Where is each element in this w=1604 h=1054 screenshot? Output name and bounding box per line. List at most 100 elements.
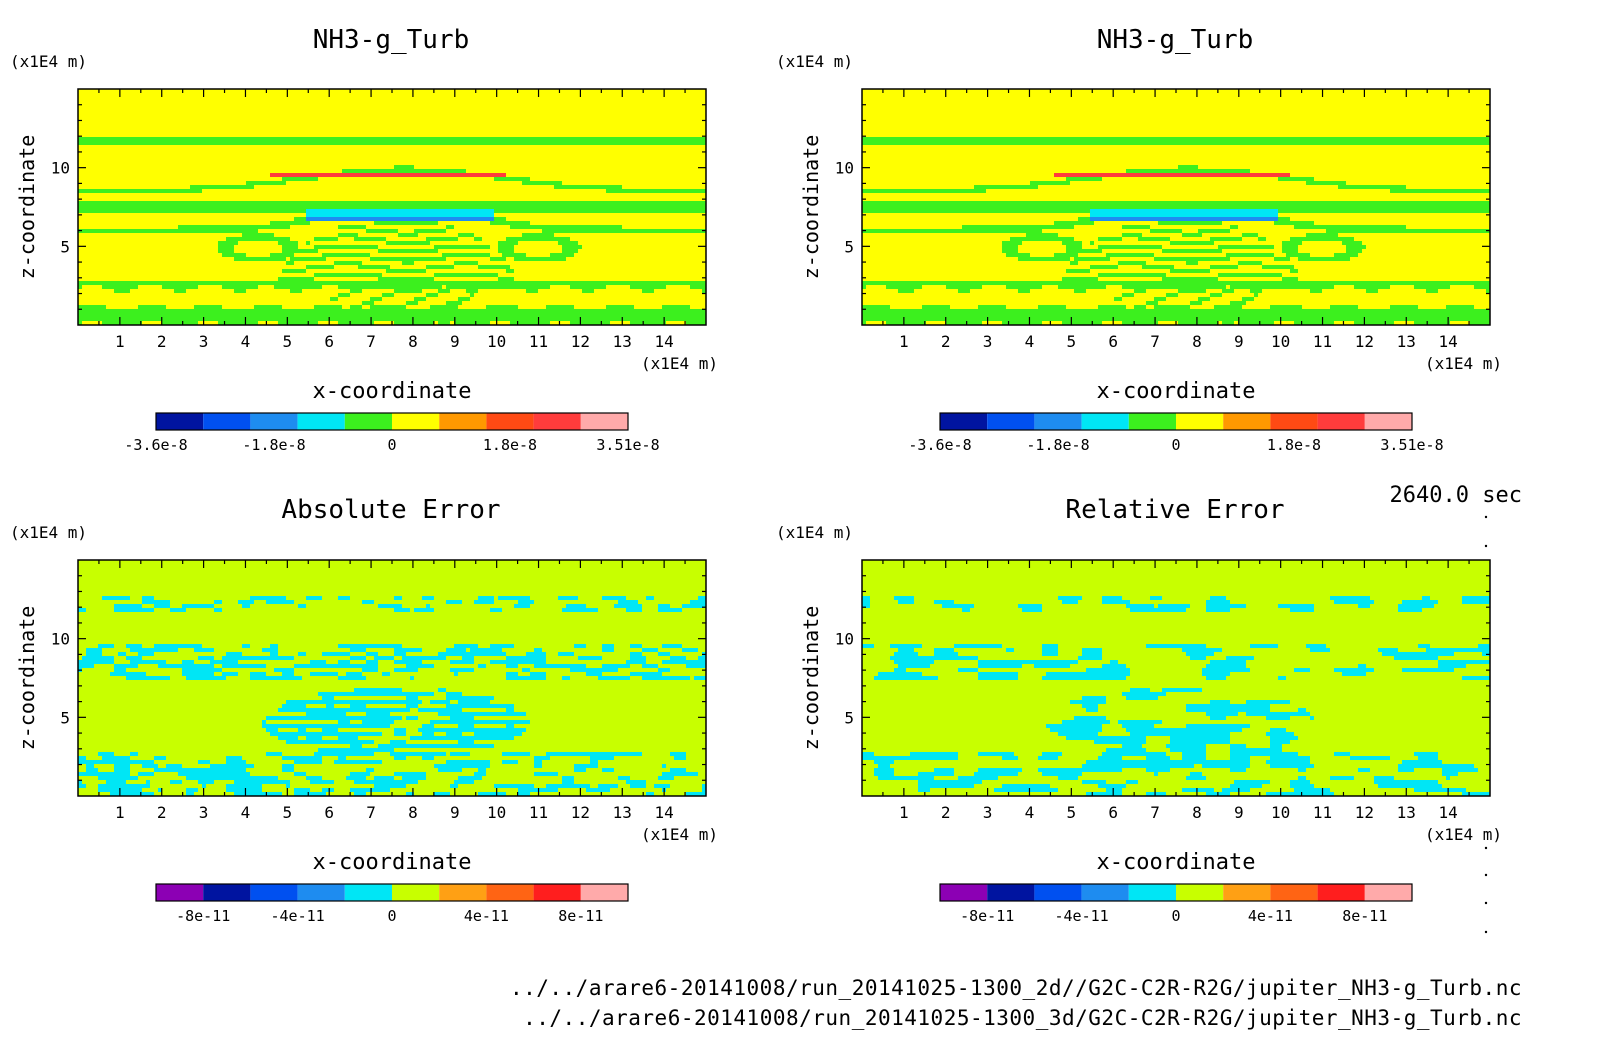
heatmap-cell [1086, 760, 1250, 764]
colorbar-tick-label: 8e-11 [558, 907, 603, 925]
heatmap-cell [506, 664, 518, 668]
x-tick-label: 1 [899, 332, 909, 351]
heatmap-cell [862, 600, 870, 604]
heatmap-cell [490, 644, 514, 648]
heatmap-cell [562, 608, 598, 612]
heatmap-cell [1130, 688, 1150, 692]
x-tick-label: 2 [157, 803, 167, 822]
heatmap-cell [438, 688, 446, 692]
heatmap-cell [1022, 608, 1042, 612]
heatmap-cell [306, 217, 494, 221]
heatmap-cell [1162, 688, 1202, 692]
chart-title: NH3-g_Turb [1097, 25, 1254, 55]
heatmap-cell [314, 237, 338, 241]
heatmap-cell [546, 784, 590, 788]
colorbar-swatch [1128, 884, 1176, 901]
heatmap-cell [1082, 696, 1106, 700]
heatmap-cell [350, 305, 362, 309]
heatmap-cell [382, 293, 394, 297]
heatmap-cell [1170, 748, 1206, 752]
heatmap-cell [1086, 708, 1098, 712]
heatmap-cell [1182, 752, 1206, 756]
heatmap-cell [342, 169, 466, 173]
heatmap-cell [366, 712, 390, 716]
heatmap-cell [226, 760, 246, 764]
heatmap-cell [298, 604, 306, 608]
heatmap-cell [398, 233, 418, 237]
heatmap-cell [1330, 305, 1358, 309]
heatmap-cell [370, 257, 446, 261]
heatmap-cell [142, 596, 154, 600]
heatmap-cell [354, 237, 386, 241]
heatmap-cell [1090, 209, 1278, 213]
heatmap-cell [282, 177, 318, 181]
heatmap-cell [78, 137, 706, 141]
heatmap-cell [602, 596, 626, 600]
heatmap-cell [1398, 768, 1414, 772]
heatmap-cell [1118, 720, 1162, 724]
heatmap-cell [86, 652, 102, 656]
heatmap-cell [338, 644, 402, 648]
y-axis-label: z-coordinate [799, 606, 823, 751]
heatmap-cell [1210, 716, 1226, 720]
heatmap-cell [1070, 700, 1106, 704]
heatmap-cell [78, 229, 258, 233]
heatmap-cell [350, 289, 362, 293]
heatmap-cell [1354, 285, 1390, 289]
heatmap-cell [1122, 285, 1226, 289]
heatmap-cell [686, 321, 706, 325]
colorbar-swatch [987, 413, 1035, 430]
heatmap-cell [1062, 241, 1082, 245]
heatmap-cell [78, 309, 706, 313]
heatmap-cell [274, 285, 322, 289]
heatmap-cell [1338, 185, 1406, 189]
heatmap-cell [522, 233, 554, 237]
heatmap-cell [1058, 732, 1098, 736]
heatmap-cell [510, 321, 550, 325]
heatmap-cell [454, 780, 474, 784]
heatmap-cell [306, 265, 334, 269]
heatmap-cell [1222, 289, 1234, 293]
colorbar-swatch [250, 413, 298, 430]
heatmap-cell [478, 792, 506, 796]
x-tick-label: 12 [1355, 332, 1374, 351]
heatmap-cell [934, 600, 954, 604]
heatmap-cell [154, 644, 202, 648]
heatmap-cell [322, 652, 350, 656]
x-tick-label: 8 [1192, 332, 1202, 351]
heatmap-cell [310, 660, 326, 664]
heatmap-cell [494, 784, 534, 788]
heatmap-cell [426, 265, 454, 269]
colorbar-swatch [156, 413, 204, 430]
heatmap-cell [374, 784, 406, 788]
heatmap-cell [1066, 249, 1102, 253]
heatmap-cell [1094, 740, 1146, 744]
heatmap-cell [534, 764, 542, 768]
colorbar-tick-label: -3.6e-8 [908, 436, 971, 454]
heatmap-cell [1170, 736, 1230, 740]
x-tick-label: 5 [283, 332, 293, 351]
heatmap-cell [1326, 229, 1490, 233]
heatmap-cell [1206, 608, 1230, 612]
heatmap-cell [226, 784, 262, 788]
heatmap-cell [1278, 177, 1314, 181]
heatmap-cell [306, 776, 322, 780]
heatmap-cell [378, 277, 434, 281]
heatmap-cell [1034, 664, 1070, 668]
heatmap-cell [1202, 668, 1250, 672]
x-tick-label: 4 [241, 332, 251, 351]
heatmap-cell [1442, 772, 1458, 776]
y-tick-label: 5 [844, 237, 854, 256]
heatmap-cell [1098, 273, 1166, 277]
heatmap-cell [394, 652, 406, 656]
heatmap-cell [602, 768, 614, 772]
heatmap-cell [282, 245, 298, 249]
margin-dot [1484, 873, 1488, 877]
heatmap-cell [318, 748, 394, 752]
heatmap-cell [470, 648, 502, 652]
heatmap-cell [402, 656, 446, 660]
heatmap-cell [1278, 209, 1490, 213]
chart-panel-1: NH3-g_Turb(x1E4 m)1 2 3 4 5 6 7 8 9 10 11 12 13 14510… [10, 25, 718, 454]
heatmap-cell [1258, 237, 1266, 241]
heatmap-cell [114, 604, 142, 608]
